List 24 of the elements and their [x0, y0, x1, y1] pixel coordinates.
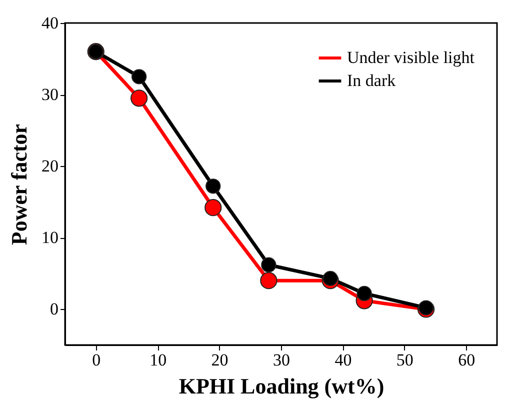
- point: [322, 270, 338, 286]
- x-tick-label: 50: [396, 350, 414, 370]
- point: [260, 272, 278, 290]
- x-tick-label: 60: [458, 350, 476, 370]
- x-tick-label: 0: [92, 350, 101, 370]
- legend-label: Under visible light: [347, 48, 475, 67]
- point: [131, 69, 147, 84]
- x-axis-title: KPHI Loading (wt%): [178, 374, 384, 398]
- y-axis-title: Power factor: [6, 124, 32, 246]
- legend-label: In dark: [347, 71, 396, 90]
- point: [130, 90, 148, 107]
- point: [261, 257, 276, 272]
- x-tick-label: 20: [211, 350, 228, 370]
- point: [204, 199, 222, 216]
- x-tick-label: 30: [273, 350, 290, 370]
- y-tick-label: 10: [42, 228, 58, 248]
- y-tick-label: 0: [50, 300, 58, 319]
- point: [206, 178, 221, 194]
- x-tick-label: 40: [334, 350, 352, 370]
- x-tick-label: 10: [150, 350, 167, 370]
- y-tick-label: 30: [42, 85, 58, 104]
- point: [356, 286, 372, 302]
- y-tick-label: 40: [42, 14, 58, 32]
- y-tick-label: 20: [42, 156, 58, 176]
